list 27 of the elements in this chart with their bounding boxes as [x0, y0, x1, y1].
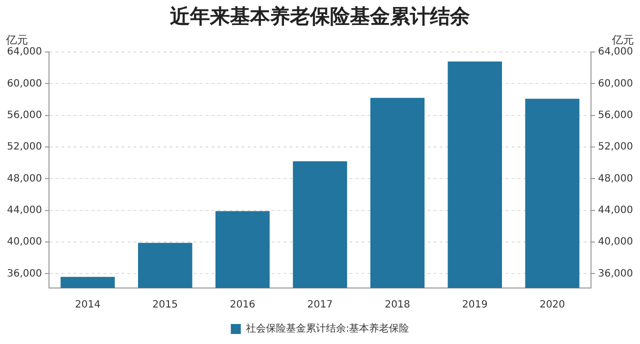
- x-tick-label: 2017: [307, 300, 333, 311]
- x-tick-label: 2019: [462, 300, 488, 311]
- x-tick-label: 2014: [74, 300, 100, 311]
- y2-tick-label: 40,000: [598, 236, 634, 248]
- y-tick-label: 64,000: [6, 46, 42, 58]
- y2-tick-label: 36,000: [598, 268, 634, 280]
- y-tick-label: 52,000: [6, 142, 42, 153]
- legend-label: 社会保险基金累计结余:基本养老保险: [246, 322, 410, 335]
- y2-tick-label: 44,000: [598, 204, 634, 216]
- y2-tick-label: 64,000: [598, 46, 634, 58]
- x-tick-label: 2020: [540, 300, 566, 311]
- y2-tick-label: 60,000: [598, 78, 634, 90]
- y2-tick-label: 56,000: [598, 110, 634, 121]
- y-axis-title: 亿元: [5, 33, 28, 46]
- y-tick-label: 36,000: [6, 268, 42, 280]
- x-tick-label: 2016: [230, 300, 256, 311]
- y-tick-label: 60,000: [6, 78, 42, 90]
- y-tick-label: 40,000: [6, 236, 42, 248]
- x-tick-label: 2018: [384, 300, 410, 311]
- y2-tick-label: 52,000: [598, 142, 634, 153]
- y-tick-label: 44,000: [6, 204, 42, 216]
- y2-axis-title: 亿元: [611, 33, 634, 46]
- x-tick-label: 2015: [152, 300, 178, 311]
- y-tick-label: 56,000: [6, 110, 42, 121]
- y2-tick-label: 48,000: [598, 173, 634, 184]
- chart-title: 近年来基本养老保险基金累计结余: [169, 4, 471, 28]
- y-tick-label: 48,000: [6, 173, 42, 184]
